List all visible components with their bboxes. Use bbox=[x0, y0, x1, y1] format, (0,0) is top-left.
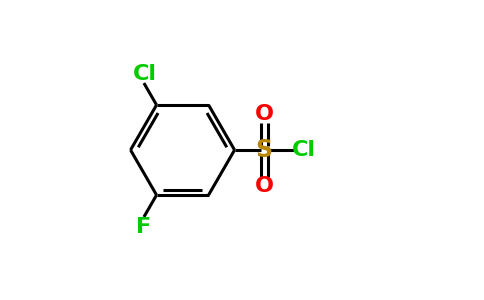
Text: S: S bbox=[256, 138, 273, 162]
Text: O: O bbox=[255, 176, 274, 196]
Text: O: O bbox=[255, 104, 274, 124]
Text: Cl: Cl bbox=[291, 140, 316, 160]
Text: Cl: Cl bbox=[133, 64, 157, 84]
Text: F: F bbox=[136, 217, 151, 236]
